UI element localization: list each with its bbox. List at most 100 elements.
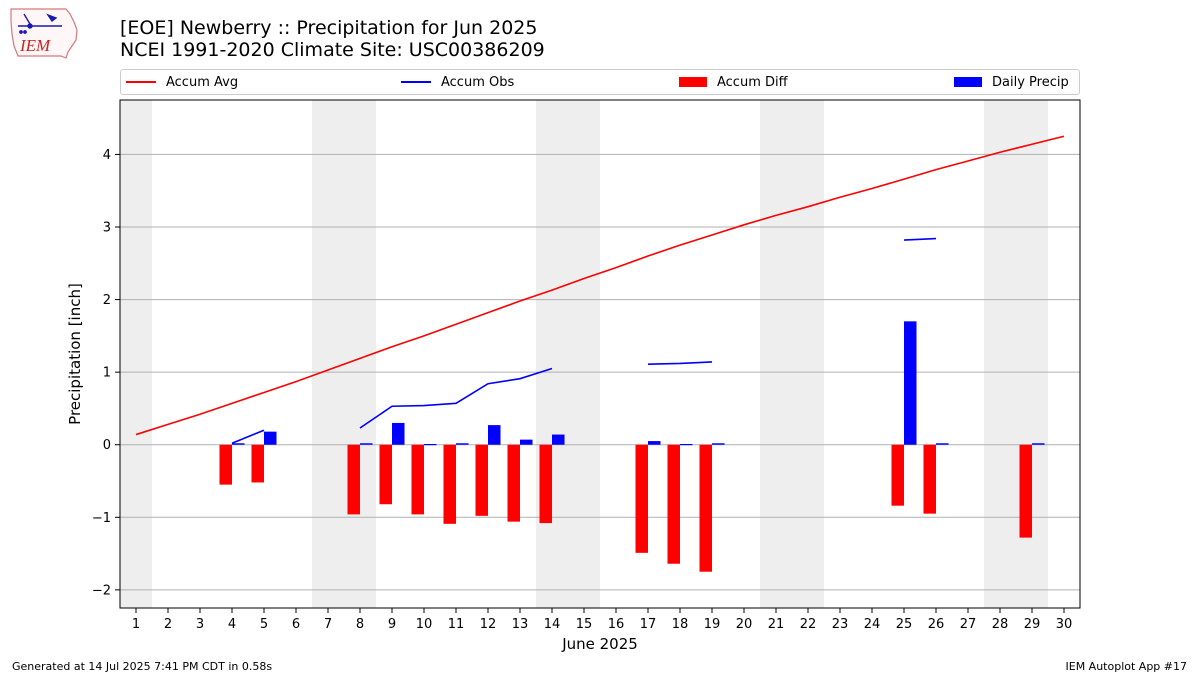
x-tick-label: 28 [992,617,1009,632]
y-tick-label: −2 [92,583,111,598]
daily-precip-bar [232,443,245,445]
weekend-band [120,100,152,608]
x-tick-label: 2 [164,617,172,632]
daily-precip-bar [680,443,693,446]
accum-diff-bar [475,444,488,516]
legend-label-daily-precip: Daily Precip [992,74,1069,90]
daily-precip-bar [360,443,373,445]
x-tick-label: 27 [960,617,977,632]
accum-obs-line [231,429,265,445]
legend-item-accum-diff: Accum Diff [679,74,788,90]
x-tick-label: 20 [736,617,753,632]
x-tick-label: 16 [608,617,625,632]
x-tick-label: 23 [832,617,849,632]
daily-precip-bar [488,425,501,445]
iowa-state-outline-icon [10,8,78,59]
accum-diff-bar [635,444,648,553]
x-tick-label: 1 [132,617,140,632]
x-tick-label: 29 [1024,617,1041,632]
x-tick-label: 14 [544,617,561,632]
daily-precip-bar [392,422,405,445]
legend-swatch-accum-diff [679,77,707,87]
legend-item-accum-obs: Accum Obs [401,74,514,90]
accum-diff-bar [507,444,520,522]
x-tick-label: 21 [768,617,785,632]
accum-diff-bar [411,444,424,515]
x-tick-label: 12 [480,617,497,632]
y-tick-label: 2 [103,293,111,308]
daily-precip-bar [264,431,277,445]
x-tick-label: 9 [388,617,396,632]
daily-precip-bar [1032,443,1045,445]
daily-precip-bar [648,441,661,445]
x-axis-label: June 2025 [561,635,638,653]
daily-precip-bar [424,443,437,446]
x-tick-label: 15 [576,617,593,632]
legend-item-daily-precip: Daily Precip [954,74,1069,90]
accum-diff-bar [699,444,712,572]
x-tick-label: 11 [448,617,465,632]
accum-obs-line [903,237,937,241]
weekend-band [536,100,600,608]
accum-diff-bar [1019,444,1032,538]
accum-diff-bar [219,444,232,485]
legend-swatch-accum-obs [401,81,431,83]
x-tick-label: 17 [640,617,657,632]
accum-diff-bar [347,444,360,515]
y-tick-label: 1 [103,366,111,381]
legend-label-accum-avg: Accum Avg [166,74,239,90]
weekend-band [312,100,376,608]
daily-precip-bar [552,434,565,445]
plot-frame [119,99,1081,609]
logo-text: IEM [19,36,51,55]
accum-diff-bar [443,444,456,524]
x-tick-label: 4 [228,617,236,632]
daily-precip-bar [936,443,949,445]
legend-label-accum-obs: Accum Obs [441,74,515,90]
accum-diff-bar [891,444,904,506]
accum-diff-bar [539,444,552,524]
y-tick-label: −1 [92,511,111,526]
x-tick-label: 3 [196,617,204,632]
accum-obs-line [647,361,713,365]
legend-swatch-accum-avg [126,81,156,83]
y-tick-label: 0 [103,438,111,453]
weekend-band [760,100,824,608]
chart-subtitle: NCEI 1991-2020 Climate Site: USC00386209 [120,39,545,61]
x-tick-label: 24 [864,617,881,632]
x-tick-label: 26 [928,617,945,632]
legend: Accum Avg Accum Obs Accum Diff Daily Pre… [120,69,1080,95]
y-tick-label: 3 [103,221,111,236]
x-tick-label: 7 [324,617,332,632]
x-tick-label: 30 [1056,617,1073,632]
legend-label-accum-diff: Accum Diff [717,74,788,90]
chart-title: [EOE] Newberry :: Precipitation for Jun … [120,17,538,39]
iem-logo: IEM [10,8,78,59]
legend-item-accum-avg: Accum Avg [126,74,238,90]
accum-diff-bar [667,444,680,564]
daily-precip-bar [904,321,917,445]
accum-diff-bar [379,444,392,505]
x-tick-label: 6 [292,617,300,632]
x-tick-label: 22 [800,617,817,632]
x-tick-label: 10 [416,617,433,632]
x-tick-label: 5 [260,617,268,632]
legend-swatch-daily-precip [954,77,982,87]
accum-diff-bar [923,444,936,514]
daily-precip-bar [456,443,469,445]
y-tick-label: 4 [103,148,111,163]
app-credit: IEM Autoplot App #17 [1065,660,1188,673]
x-tick-label: 18 [672,617,689,632]
daily-precip-bar [712,443,725,445]
daily-precip-bar [520,439,533,445]
accum-avg-line [135,135,1065,436]
y-axis-label: Precipitation [inch] [66,283,84,425]
accum-diff-bar [251,444,264,483]
weather-station-icon [18,13,62,34]
x-tick-label: 8 [356,617,364,632]
x-tick-label: 19 [704,617,721,632]
generated-timestamp: Generated at 14 Jul 2025 7:41 PM CDT in … [12,660,273,673]
weekend-band [984,100,1048,608]
x-tick-label: 25 [896,617,913,632]
